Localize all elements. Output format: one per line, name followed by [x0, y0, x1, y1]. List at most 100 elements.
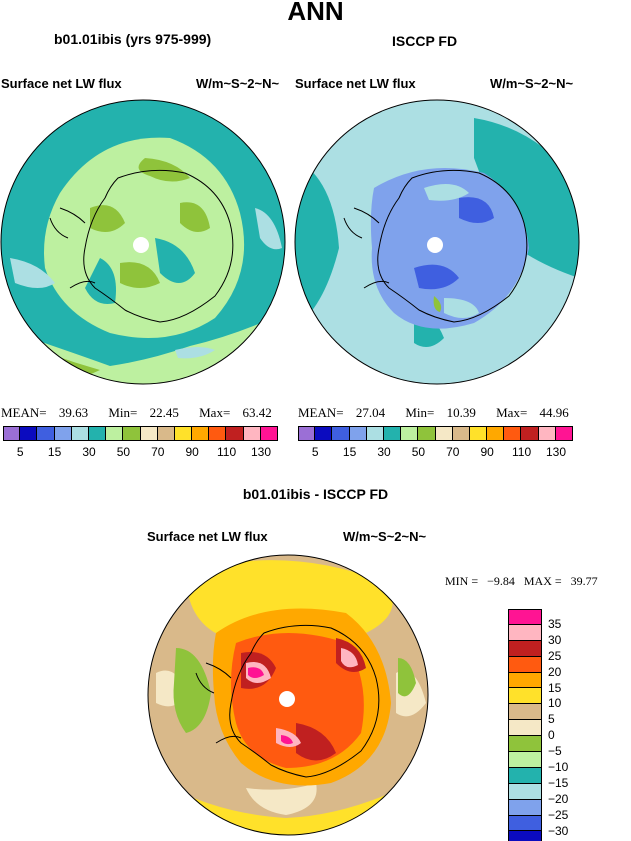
- panel2-mean-label: MEAN=: [298, 405, 344, 420]
- colorbar-tick-label: 30: [377, 445, 391, 459]
- colorbar-swatch: [383, 426, 402, 441]
- panel1-variable-label: Surface net LW flux: [1, 76, 122, 91]
- colorbar-tick-label: 5: [16, 445, 24, 459]
- panel1-min-label: Min=: [108, 405, 138, 420]
- panel2-min-value: 10.39: [446, 405, 476, 420]
- colorbar-swatch: [349, 426, 367, 441]
- colorbar-swatch: [452, 426, 470, 441]
- panel1-min-value: 22.45: [149, 405, 179, 420]
- colorbar-swatch: [508, 688, 542, 705]
- colorbar-swatch: [508, 736, 542, 753]
- colorbar-swatch: [508, 640, 542, 657]
- colorbar-swatch: [88, 426, 107, 441]
- colorbar-tick-label: 20: [548, 664, 562, 679]
- colorbar-swatch: [106, 426, 124, 441]
- colorbar-tick-label: 5: [548, 712, 555, 727]
- colorbar-swatch: [508, 720, 542, 737]
- panel2-mean-value: 27.04: [355, 405, 386, 420]
- difference-max-value: 39.77: [570, 574, 598, 588]
- colorbar-swatch: [469, 426, 488, 441]
- colorbar-tick-label: 90: [185, 445, 199, 459]
- colorbar-tick-label: 110: [512, 445, 532, 459]
- panel1-mean-value: 39.63: [58, 405, 89, 420]
- colorbar-swatch: [3, 426, 21, 441]
- colorbar-swatch: [508, 767, 542, 784]
- difference-units: W/m~S~2~N~: [343, 529, 427, 544]
- colorbar-tick-label: 35: [548, 616, 562, 631]
- model-polar-map: [0, 99, 286, 385]
- difference-min-value: −9.84: [487, 574, 515, 588]
- panel1-max-value: 63.42: [242, 405, 272, 420]
- panel1-colorbar: [3, 426, 278, 441]
- colorbar-swatch: [508, 624, 542, 641]
- colorbar-swatch: [487, 426, 505, 441]
- colorbar-swatch: [37, 426, 55, 441]
- colorbar-swatch: [54, 426, 72, 441]
- difference-min-label: MIN =: [445, 574, 479, 588]
- panel2-units: W/m~S~2~N~: [490, 76, 574, 91]
- colorbar-swatch: [20, 426, 38, 441]
- colorbar-tick-label: 25: [548, 648, 562, 663]
- colorbar-swatch: [508, 704, 542, 721]
- colorbar-swatch: [538, 426, 556, 441]
- difference-variable-label: Surface net LW flux: [147, 529, 268, 544]
- colorbar-swatch: [555, 426, 573, 441]
- panel2-subtitle: ISCCP FD: [392, 33, 458, 49]
- colorbar-swatch: [123, 426, 141, 441]
- panel2-colorbar: [298, 426, 573, 441]
- panel1-subtitle: b01.01ibis (yrs 975-999): [54, 31, 212, 47]
- colorbar-tick-label: −35: [548, 840, 568, 841]
- colorbar-tick-label: 50: [411, 445, 426, 459]
- colorbar-swatch: [315, 426, 333, 441]
- panel2-variable-label: Surface net LW flux: [295, 76, 416, 91]
- panel2-max-value: 44.96: [539, 405, 569, 420]
- colorbar-swatch: [366, 426, 384, 441]
- colorbar-tick-label: 50: [116, 445, 131, 459]
- difference-colorbar: [508, 609, 542, 841]
- colorbar-tick-label: −20: [548, 791, 569, 806]
- colorbar-tick-label: 30: [548, 632, 562, 647]
- colorbar-tick-label: −10: [548, 760, 569, 774]
- colorbar-swatch: [157, 426, 175, 441]
- colorbar-swatch: [260, 426, 278, 441]
- colorbar-swatch: [508, 609, 542, 625]
- colorbar-tick-label: −30: [548, 823, 569, 838]
- colorbar-tick-label: 90: [480, 445, 494, 459]
- colorbar-tick-label: 70: [151, 445, 165, 459]
- colorbar-swatch: [504, 426, 522, 441]
- colorbar-swatch: [332, 426, 350, 441]
- colorbar-swatch: [521, 426, 539, 441]
- colorbar-swatch: [71, 426, 89, 441]
- colorbar-tick-label: 70: [446, 445, 460, 459]
- difference-range: MIN = −9.84 MAX = 39.77: [445, 574, 598, 589]
- figure-title: ANN: [287, 0, 344, 26]
- panel1-mean-label: MEAN=: [1, 405, 47, 420]
- colorbar-swatch: [508, 783, 542, 800]
- colorbar-swatch: [508, 656, 542, 673]
- colorbar-swatch: [401, 426, 419, 441]
- colorbar-swatch: [298, 426, 316, 441]
- colorbar-tick-label: 110: [217, 445, 237, 459]
- difference-polar-map: [147, 554, 429, 836]
- colorbar-swatch: [508, 672, 542, 689]
- colorbar-tick-label: 30: [82, 445, 96, 459]
- panel1-stats: MEAN= 39.63 Min= 22.45 Max= 63.42: [1, 405, 272, 421]
- colorbar-tick-label: 130: [545, 445, 567, 459]
- colorbar-swatch: [508, 815, 542, 832]
- colorbar-swatch: [508, 799, 542, 816]
- colorbar-tick-label: 15: [548, 680, 562, 695]
- colorbar-swatch: [140, 426, 158, 441]
- difference-title: b01.01ibis - ISCCP FD: [242, 486, 389, 502]
- colorbar-swatch: [508, 831, 542, 841]
- colorbar-tick-label: 15: [47, 445, 62, 459]
- colorbar-tick-label: −15: [548, 775, 569, 790]
- panel2-max-label: Max=: [496, 405, 528, 420]
- colorbar-swatch: [226, 426, 244, 441]
- observed-polar-map: [294, 99, 580, 385]
- panel2-min-label: Min=: [405, 405, 435, 420]
- colorbar-swatch: [418, 426, 436, 441]
- colorbar-swatch: [435, 426, 453, 441]
- colorbar-swatch: [243, 426, 261, 441]
- colorbar-tick-label: 10: [548, 696, 562, 711]
